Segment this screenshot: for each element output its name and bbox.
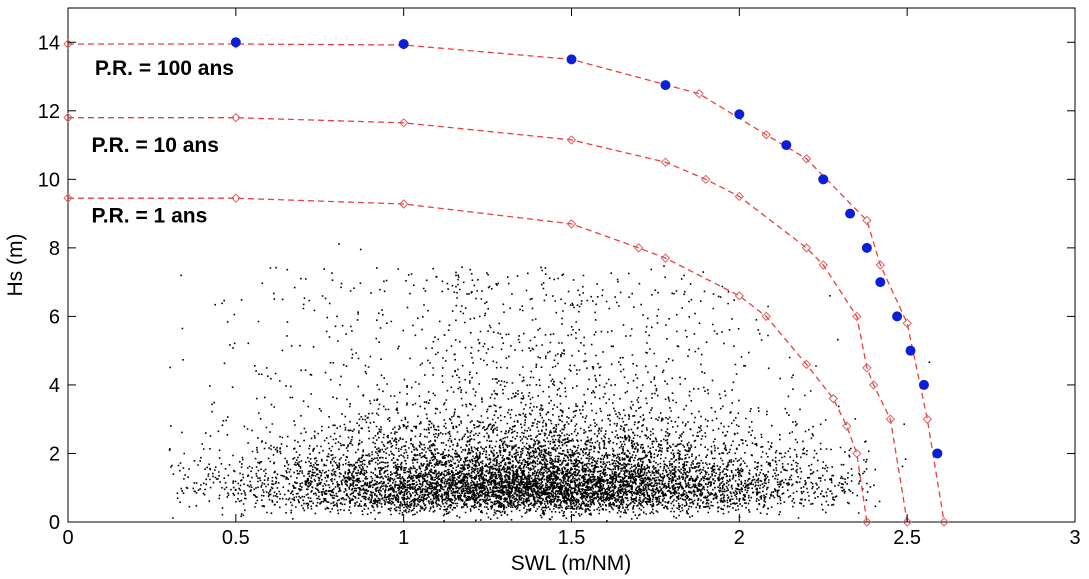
plot-area-frame (67, 7, 1076, 523)
curve-marker (398, 199, 409, 209)
curve-marker (862, 363, 872, 373)
y-tick-label: 6 (49, 306, 60, 328)
y-tick-label: 4 (49, 375, 60, 397)
curve-marker (801, 243, 812, 253)
design-point (932, 448, 943, 459)
curve-marker (63, 193, 73, 203)
curve-marker (828, 393, 839, 404)
x-tick-label: 2.5 (893, 527, 921, 549)
design-point (861, 242, 872, 253)
design-point (734, 109, 745, 120)
curve-marker (902, 318, 912, 328)
curve-marker (398, 118, 409, 128)
curve-2 (63, 112, 912, 527)
curve-marker (231, 193, 241, 203)
curve-marker (231, 112, 241, 123)
curve-marker (875, 260, 886, 270)
curve-marker (694, 88, 704, 99)
x-axis-title: SWL (m/NM) (511, 552, 632, 575)
curve-marker (801, 154, 812, 164)
curve-marker (862, 517, 872, 527)
axis-ticks: 0 0.5 1 1.5 2 2.5 3 0 2 4 6 8 10 12 14 (38, 8, 1081, 549)
y-tick-label: 0 (49, 512, 60, 534)
curve-marker (862, 215, 872, 226)
design-point (845, 208, 856, 219)
design-points (230, 37, 943, 459)
x-tick-label: 2 (734, 527, 745, 549)
curve-marker (660, 157, 671, 167)
curve-label-2: P.R. = 10 ans (91, 134, 218, 157)
curve-marker (868, 380, 879, 390)
curve-marker (63, 112, 73, 123)
curve-marker (761, 130, 771, 140)
return-period-curves (63, 39, 949, 527)
y-axis-title: Hs (m) (4, 234, 27, 297)
curve-labels: P.R. = 100 ans P.R. = 10 ans P.R. = 1 ans (91, 57, 233, 227)
curve-marker (852, 311, 862, 322)
design-point (892, 311, 903, 322)
y-tick-label: 10 (38, 169, 60, 191)
curve-line (68, 43, 945, 523)
curve-marker (852, 448, 862, 459)
curve-marker (633, 243, 644, 253)
design-point (875, 277, 886, 288)
curve-marker (885, 414, 896, 424)
x-tick-label: 3 (1069, 527, 1080, 549)
design-point (230, 37, 241, 48)
curve-marker (842, 421, 852, 431)
x-tick-label: 1.5 (558, 527, 586, 549)
curve-marker (660, 253, 671, 263)
curve-label-3: P.R. = 1 ans (91, 204, 207, 227)
y-tick-label: 8 (49, 238, 60, 260)
design-point (398, 38, 409, 49)
curve-marker (566, 135, 577, 145)
design-point (818, 174, 829, 185)
curve-marker (761, 311, 771, 322)
curve-marker (902, 517, 912, 527)
curve-marker (922, 414, 933, 424)
design-point (918, 379, 929, 390)
y-tick-label: 14 (38, 32, 60, 54)
curve-marker (701, 174, 711, 185)
x-tick-label: 0.5 (222, 527, 250, 549)
curve-3 (63, 193, 872, 527)
y-tick-label: 12 (38, 101, 60, 123)
y-tick-label: 2 (49, 443, 60, 465)
design-point (660, 80, 671, 91)
design-point (566, 54, 577, 65)
x-tick-label: 1 (398, 527, 409, 549)
curve-marker (566, 219, 577, 229)
x-tick-label: 0 (62, 527, 73, 549)
curve-line (68, 197, 868, 523)
curve-marker (818, 260, 828, 270)
curve-marker (734, 291, 745, 301)
curve-marker (734, 191, 745, 202)
curve-marker (801, 359, 812, 370)
curve-label-1: P.R. = 100 ans (95, 57, 234, 80)
design-point (781, 140, 792, 151)
curve-marker (939, 517, 949, 527)
design-point (905, 345, 916, 356)
